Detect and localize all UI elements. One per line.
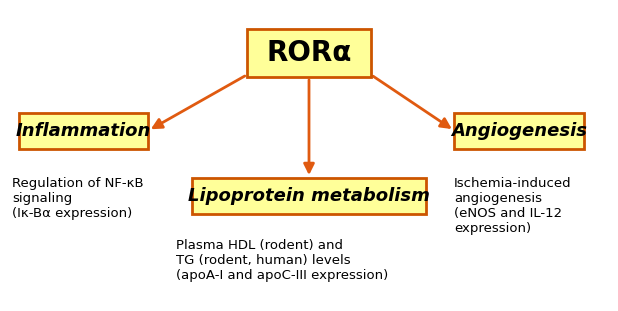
Text: Ischemia-induced
angiogenesis
(eNOS and IL-12
expression): Ischemia-induced angiogenesis (eNOS and … [454,177,572,235]
Text: Regulation of NF-κB
signaling
(Iκ-Bα expression): Regulation of NF-κB signaling (Iκ-Bα exp… [12,177,144,220]
Text: Lipoprotein metabolism: Lipoprotein metabolism [188,187,430,205]
Text: Angiogenesis: Angiogenesis [451,122,587,140]
FancyBboxPatch shape [192,178,426,214]
Text: Plasma HDL (rodent) and
TG (rodent, human) levels
(apoA-I and apoC-III expressio: Plasma HDL (rodent) and TG (rodent, huma… [176,239,388,282]
FancyBboxPatch shape [454,113,584,149]
FancyBboxPatch shape [247,29,371,77]
Text: RORα: RORα [266,39,352,67]
FancyBboxPatch shape [19,113,148,149]
Text: Inflammation: Inflammation [15,122,151,140]
